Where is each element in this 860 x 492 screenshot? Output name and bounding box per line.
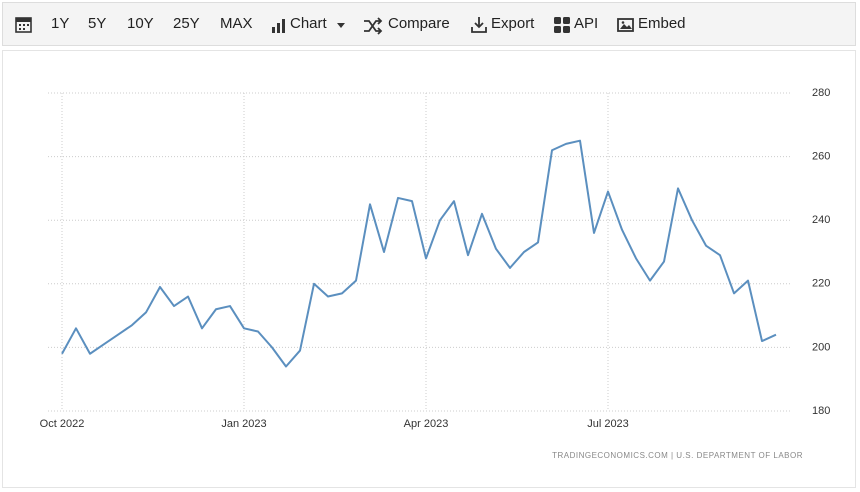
chart-panel xyxy=(2,50,856,488)
calendar-icon[interactable] xyxy=(15,16,33,34)
x-tick-label: Jul 2023 xyxy=(587,418,629,430)
x-tick-label: Oct 2022 xyxy=(40,418,85,430)
y-tick-label: 220 xyxy=(812,278,830,290)
chart-icon xyxy=(272,19,285,33)
chart-menu[interactable]: Chart xyxy=(290,15,327,32)
api-icon xyxy=(554,17,570,33)
range-button[interactable]: MAX xyxy=(220,15,253,32)
x-tick-label: Jan 2023 xyxy=(221,418,266,430)
y-tick-label: 260 xyxy=(812,151,830,163)
y-tick-label: 180 xyxy=(812,405,830,417)
range-button[interactable]: 5Y xyxy=(88,15,107,32)
source: TRADINGECONOMICS.COM | U.S. DEPARTMENT O… xyxy=(552,451,803,460)
compare-button[interactable]: Compare xyxy=(388,15,450,32)
caret xyxy=(337,23,345,28)
embed-button[interactable]: Embed xyxy=(638,15,686,32)
y-tick-label: 280 xyxy=(812,87,830,99)
data-line xyxy=(61,139,777,368)
toolbar: 1Y 5Y 10Y 25Y MAX Chart Compare Export A… xyxy=(2,2,856,46)
y-tick-label: 240 xyxy=(812,214,830,226)
embed-icon xyxy=(617,18,634,32)
export-icon xyxy=(471,17,487,33)
range-button[interactable]: 1Y xyxy=(51,15,70,32)
export-button[interactable]: Export xyxy=(491,15,535,32)
y-tick-label: 200 xyxy=(812,341,830,353)
x-tick-label: Apr 2023 xyxy=(404,418,449,430)
compare-icon xyxy=(364,17,383,35)
range-button[interactable]: 25Y xyxy=(173,15,200,32)
api-button[interactable]: API xyxy=(574,15,599,32)
range-button[interactable]: 10Y xyxy=(127,15,154,32)
